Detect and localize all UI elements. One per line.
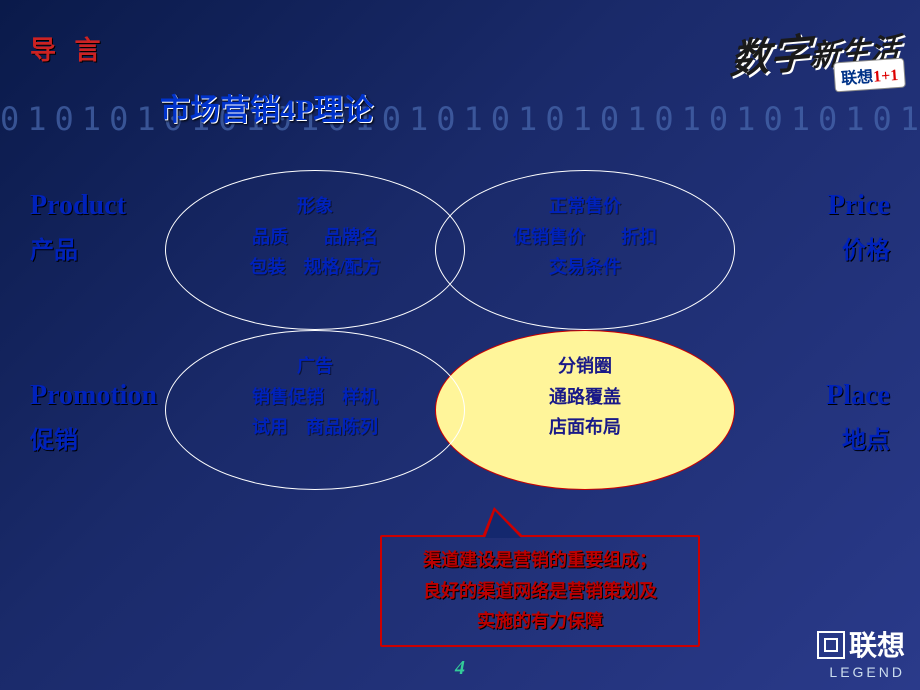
label-promotion-cn: 促销 [30, 420, 157, 455]
label-product: Product 产品 [30, 190, 126, 265]
page-number: 4 [455, 657, 465, 680]
label-place-en: Place [826, 380, 890, 412]
ellipse-price: 正常售价 促销售价 折扣 交易条件 [435, 170, 735, 330]
ellipse-product: 形象 品质 品牌名 包装 规格/配方 [165, 170, 465, 330]
main-title: 市场营销4P理论 [160, 85, 373, 129]
label-product-en: Product [30, 190, 126, 222]
decor-badge: 联想1+1 [833, 58, 906, 93]
ellipse-promotion-text: 广告 销售促销 样机 试用 商品陈列 [166, 351, 464, 443]
ellipse-price-text: 正常售价 促销售价 折扣 交易条件 [436, 191, 734, 283]
section-header: 导 言 [30, 30, 107, 67]
ellipse-place: 分销圈 通路覆盖 店面布局 [435, 330, 735, 490]
legend-logo-en: LEGEND [817, 664, 905, 680]
label-promotion-en: Promotion [30, 380, 157, 412]
callout-text: 渠道建设是营销的重要组成； 良好的渠道网络是营销策划及 实施的有力保障 [423, 550, 657, 631]
legend-logo: 联想 LEGEND [817, 624, 905, 680]
label-price-cn: 价格 [828, 230, 890, 265]
label-product-cn: 产品 [30, 230, 126, 265]
ellipse-place-text: 分销圈 通路覆盖 店面布局 [436, 351, 734, 443]
legend-logo-cn: 联想 [849, 630, 905, 661]
legend-logo-icon [817, 631, 845, 659]
ellipse-product-text: 形象 品质 品牌名 包装 规格/配方 [166, 191, 464, 283]
label-promotion: Promotion 促销 [30, 380, 157, 455]
ellipse-promotion: 广告 销售促销 样机 试用 商品陈列 [165, 330, 465, 490]
label-place: Place 地点 [826, 380, 890, 455]
callout-box: 渠道建设是营销的重要组成； 良好的渠道网络是营销策划及 实施的有力保障 [380, 535, 700, 647]
top-right-decor: 数字新生活 联想1+1 [680, 10, 910, 110]
label-price-en: Price [828, 190, 890, 222]
label-place-cn: 地点 [826, 420, 890, 455]
label-price: Price 价格 [828, 190, 890, 265]
venn-diagram: 分销圈 通路覆盖 店面布局 形象 品质 品牌名 包装 规格/配方 正常售价 促销… [165, 160, 725, 520]
